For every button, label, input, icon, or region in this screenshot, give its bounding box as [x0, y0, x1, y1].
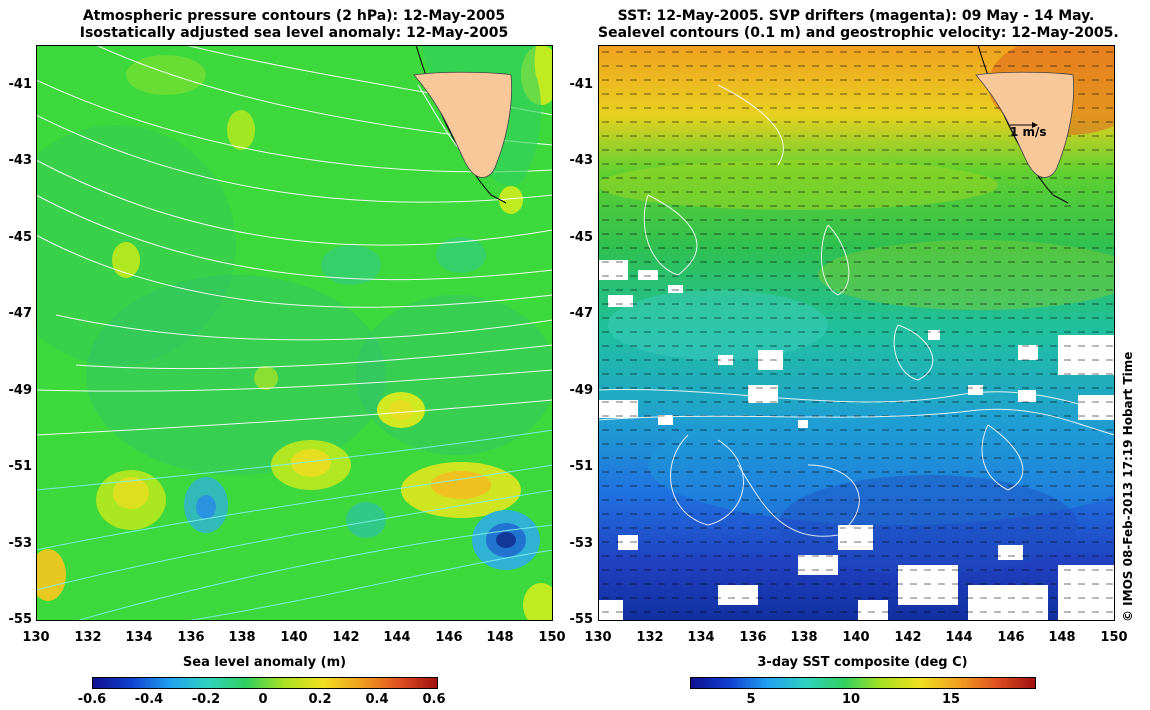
lat-tick: -55 — [569, 612, 594, 627]
lon-tick: 130 — [584, 630, 612, 645]
lon-tick: 138 — [790, 630, 818, 645]
lon-tick: 134 — [125, 630, 153, 645]
lat-tick: -45 — [8, 230, 33, 245]
lon-tick: 140 — [842, 630, 870, 645]
lon-tick: 146 — [997, 630, 1025, 645]
lat-tick: -47 — [569, 306, 594, 321]
sla-colorbar-tick: 0 — [258, 692, 268, 707]
lon-tick: 136 — [739, 630, 767, 645]
sst-colorbar-tick: 5 — [746, 692, 756, 707]
right-title-line2: Sealevel contours (0.1 m) and geostrophi… — [598, 25, 1119, 41]
sea-level-anomaly-map — [36, 45, 553, 621]
lon-tick: 146 — [435, 630, 463, 645]
lat-tick: -55 — [8, 612, 33, 627]
lon-tick: 140 — [280, 630, 308, 645]
pressure-contours-cyan — [36, 429, 553, 621]
sst-map — [598, 45, 1115, 621]
lon-tick: 148 — [486, 630, 514, 645]
sst-colorbar — [690, 677, 1036, 689]
lat-tick: -51 — [569, 459, 594, 474]
left-title-line1: Atmospheric pressure contours (2 hPa): 1… — [82, 8, 506, 24]
sla-colorbar-tick: -0.2 — [191, 692, 221, 707]
right-title-line1: SST: 12-May-2005. SVP drifters (magenta)… — [617, 8, 1095, 24]
lat-tick: -45 — [569, 230, 594, 245]
lat-tick: -41 — [8, 77, 33, 92]
lon-tick: 132 — [74, 630, 102, 645]
lon-tick: 150 — [538, 630, 566, 645]
sla-colorbar-tick: 0.2 — [308, 692, 332, 707]
sla-colorbar-tick: 0.4 — [365, 692, 389, 707]
sla-colorbar-tick: -0.6 — [77, 692, 107, 707]
lat-tick: -53 — [569, 536, 594, 551]
sla-colorbar-tick: -0.4 — [134, 692, 164, 707]
lon-tick: 142 — [332, 630, 360, 645]
lon-tick: 144 — [945, 630, 973, 645]
lon-tick: 142 — [894, 630, 922, 645]
lon-tick: 150 — [1100, 630, 1128, 645]
lat-tick: -41 — [569, 77, 594, 92]
lon-tick: 144 — [383, 630, 411, 645]
sst-colorbar-tick: 10 — [841, 692, 861, 707]
pressure-contours — [36, 45, 553, 436]
lat-tick: -43 — [8, 153, 33, 168]
sst-colorbar-tick: 15 — [941, 692, 961, 707]
lon-tick: 132 — [636, 630, 664, 645]
left-title-line2: Isostatically adjusted sea level anomaly… — [79, 25, 509, 41]
lon-tick: 134 — [687, 630, 715, 645]
lat-tick: -49 — [8, 383, 33, 398]
sst-colorbar-label: 3-day SST composite (deg C) — [757, 655, 968, 670]
lat-tick: -43 — [569, 153, 594, 168]
lon-tick: 136 — [177, 630, 205, 645]
lat-tick: -53 — [8, 536, 33, 551]
lat-tick: -49 — [569, 383, 594, 398]
lat-tick: -47 — [8, 306, 33, 321]
scale-arrow — [1010, 122, 1038, 128]
sealevel-contours — [598, 84, 1115, 537]
lon-tick: 130 — [22, 630, 50, 645]
scale-arrow-label: 1 m/s — [1010, 125, 1047, 139]
sla-colorbar-label: Sea level anomaly (m) — [182, 655, 347, 670]
credit-text: © IMOS 08-Feb-2013 17:19 Hobart Time — [1121, 351, 1135, 622]
sla-anomaly-patches — [36, 45, 553, 621]
lat-tick: -51 — [8, 459, 33, 474]
sla-colorbar-tick: 0.6 — [422, 692, 446, 707]
lon-tick: 138 — [228, 630, 256, 645]
tasmania-landmass — [413, 45, 542, 204]
lon-tick: 148 — [1048, 630, 1076, 645]
sla-colorbar — [92, 677, 438, 689]
